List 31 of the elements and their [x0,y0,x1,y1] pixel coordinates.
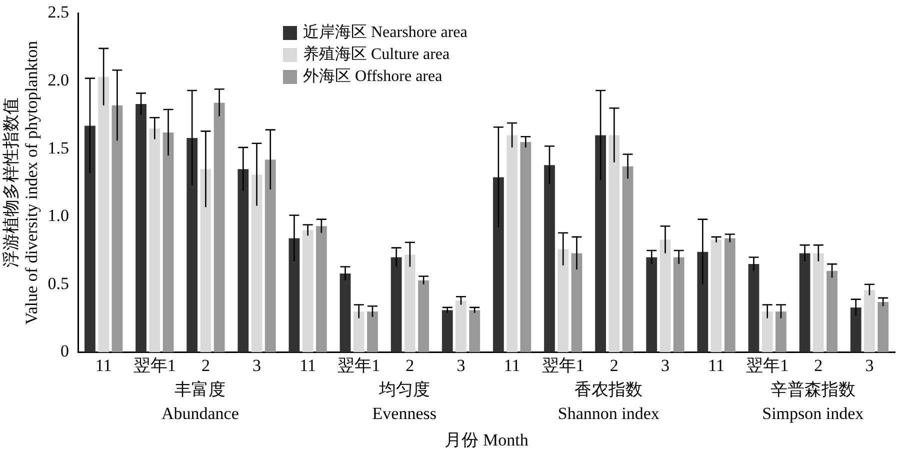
legend-label: 近岸海区 Nearshore area [303,22,468,43]
x-tick-label: 3 [660,356,670,375]
legend-label: 外海区 Offshore area [303,67,442,87]
x-tick-label: 3 [456,356,466,375]
x-tick-label: 翌年1 [542,356,584,375]
x-tick-label: 翌年1 [338,356,380,375]
text: 辛普森指数 Simpson index [762,380,864,424]
y-axis-title: 浮游植物多样性指数值 Value of diversity index of phytoplankton [2,40,42,325]
y-tick-label: 2.0 [48,70,70,90]
x-tick-label: 11 [708,356,724,375]
x-tick-label: 11 [504,356,520,375]
x-tick-label: 2 [201,356,210,375]
x-tick-label: 2 [406,356,414,375]
y-tick-label: 0 [60,342,70,361]
legend-label: 养殖海区 Culture area [303,44,450,65]
x-tick-label: 11 [95,356,112,375]
text: 均匀度 Evenness [372,380,437,424]
x-tick-label: 翌年1 [133,356,176,375]
x-tick-label: 2 [610,356,618,375]
y-tick-label: 1.5 [48,138,70,158]
x-tick-label: 2 [814,356,823,375]
text: 香农指数 Shannon index [558,380,660,424]
x-tick-label: 3 [252,356,262,375]
y-tick-label: 2.5 [48,2,70,22]
x-axis-title: 月份 Month [444,430,529,450]
y-tick-label: 1.0 [48,206,70,226]
x-tick-label: 11 [300,356,316,375]
x-tick-label: 翌年1 [746,356,789,375]
x-tick-label: 3 [865,356,874,375]
text: 丰富度 Abundance [161,380,239,424]
y-tick-label: 0.5 [48,274,70,293]
